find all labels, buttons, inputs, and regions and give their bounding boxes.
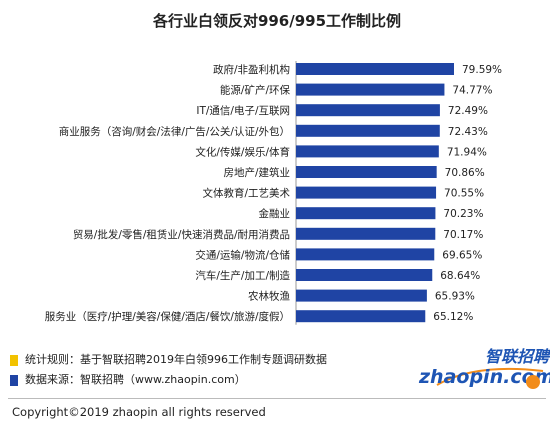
data-label: 70.86% — [445, 167, 485, 179]
bar — [296, 104, 440, 117]
bar — [296, 227, 436, 240]
bar — [296, 83, 445, 96]
logo-cn-text: 智联招聘 — [485, 347, 550, 366]
zhaopin-logo: 智联招聘 zhaopin.com — [418, 347, 550, 389]
blue-square-icon — [10, 375, 18, 386]
category-label: 金融业 — [259, 207, 291, 220]
data-label: 70.23% — [443, 208, 483, 220]
data-label: 65.12% — [433, 311, 473, 323]
bar-chart: 政府/非盈利机构 79.59% 能源/矿产/环保 74.77% IT/通信/电子/互联网… — [45, 61, 502, 325]
bar — [296, 186, 437, 199]
bar — [296, 248, 435, 261]
data-label: 74.77% — [452, 85, 492, 97]
bar — [296, 310, 426, 323]
data-label: 72.43% — [448, 126, 488, 138]
category-label: 文体教育/工艺美术 — [202, 187, 290, 200]
logo-dot-icon — [526, 375, 540, 389]
bar — [296, 269, 433, 281]
category-label: 商业服务（咨询/财会/法律/广告/公关/认证/外包） — [59, 125, 290, 138]
bar — [296, 166, 437, 178]
chart-title: 各行业白领反对996/995工作制比例 — [152, 12, 402, 30]
category-label: 贸易/批发/零售/租赁业/快速消费品/耐用消费品 — [73, 228, 290, 241]
category-label: 政府/非盈利机构 — [213, 63, 290, 76]
data-label: 71.94% — [447, 146, 487, 158]
category-label: 农林牧渔 — [248, 290, 290, 303]
data-label: 70.17% — [443, 229, 483, 241]
logo-en-text: zhaopin.com — [418, 366, 550, 388]
bar — [296, 207, 436, 220]
bar — [296, 63, 454, 75]
category-label: 交通/运输/物流/仓储 — [195, 248, 290, 261]
data-label: 70.55% — [444, 188, 484, 200]
note-source-text: 数据来源：智联招聘（www.zhaopin.com） — [25, 373, 246, 386]
data-label: 68.64% — [440, 270, 480, 282]
note-method-text: 统计规则：基于智联招聘2019年白领996工作制专题调研数据 — [25, 353, 327, 366]
bar — [296, 145, 439, 158]
copyright-text: Copyright©2019 zhaopin all rights reserv… — [12, 405, 266, 419]
category-label: 能源/矿产/环保 — [220, 84, 291, 97]
data-label: 72.49% — [448, 105, 488, 117]
bar — [296, 289, 427, 302]
category-label: 文化/传媒/娱乐/体育 — [195, 145, 290, 158]
bar — [296, 124, 440, 137]
yellow-square-icon — [10, 355, 18, 366]
data-label: 69.65% — [442, 249, 482, 261]
data-label: 65.93% — [435, 291, 475, 303]
category-label: 房地产/建筑业 — [223, 166, 290, 179]
category-label: 服务业（医疗/护理/美容/保健/酒店/餐饮/旅游/度假） — [45, 310, 290, 323]
category-label: 汽车/生产/加工/制造 — [195, 269, 290, 282]
data-label: 79.59% — [462, 64, 502, 76]
category-label: IT/通信/电子/互联网 — [196, 104, 290, 117]
separator-line — [8, 398, 546, 399]
